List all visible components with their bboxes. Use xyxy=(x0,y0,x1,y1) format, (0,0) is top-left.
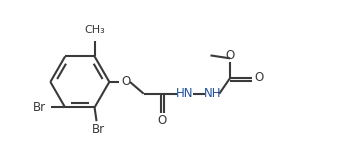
Text: Br: Br xyxy=(92,123,105,135)
Text: O: O xyxy=(254,71,263,84)
Text: HN: HN xyxy=(176,87,194,100)
Text: O: O xyxy=(158,114,167,127)
Text: Br: Br xyxy=(33,101,46,114)
Text: NH: NH xyxy=(204,87,221,100)
Text: CH₃: CH₃ xyxy=(84,25,105,35)
Text: O: O xyxy=(121,75,131,88)
Text: O: O xyxy=(226,49,235,62)
